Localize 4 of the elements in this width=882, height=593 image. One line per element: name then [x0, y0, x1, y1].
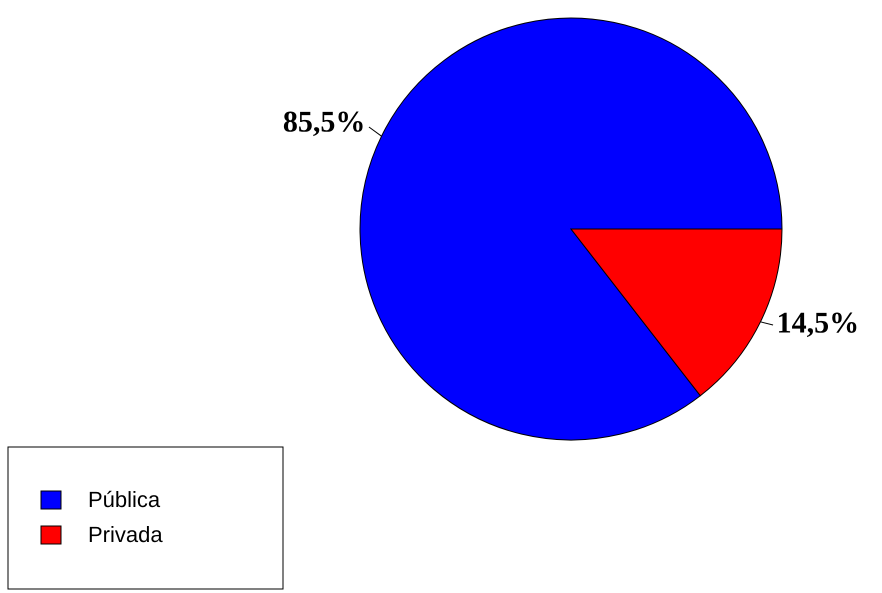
data-label: 85,5% — [282, 105, 366, 138]
legend-label: Privada — [88, 522, 164, 547]
legend-label: Pública — [88, 487, 161, 512]
data-label: 14,5% — [776, 306, 860, 340]
